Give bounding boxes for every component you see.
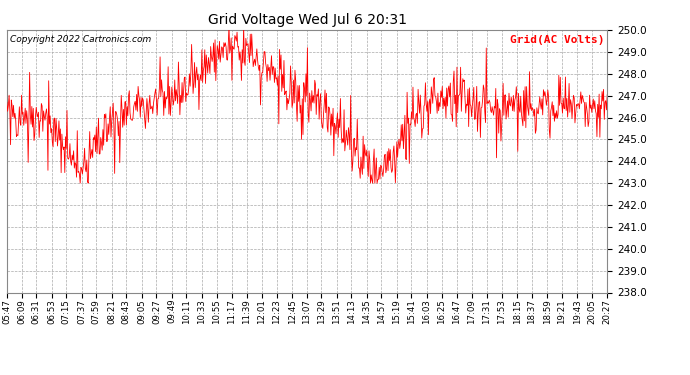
Text: Grid(AC Volts): Grid(AC Volts) xyxy=(510,35,604,45)
Text: Copyright 2022 Cartronics.com: Copyright 2022 Cartronics.com xyxy=(10,35,151,44)
Title: Grid Voltage Wed Jul 6 20:31: Grid Voltage Wed Jul 6 20:31 xyxy=(208,13,406,27)
